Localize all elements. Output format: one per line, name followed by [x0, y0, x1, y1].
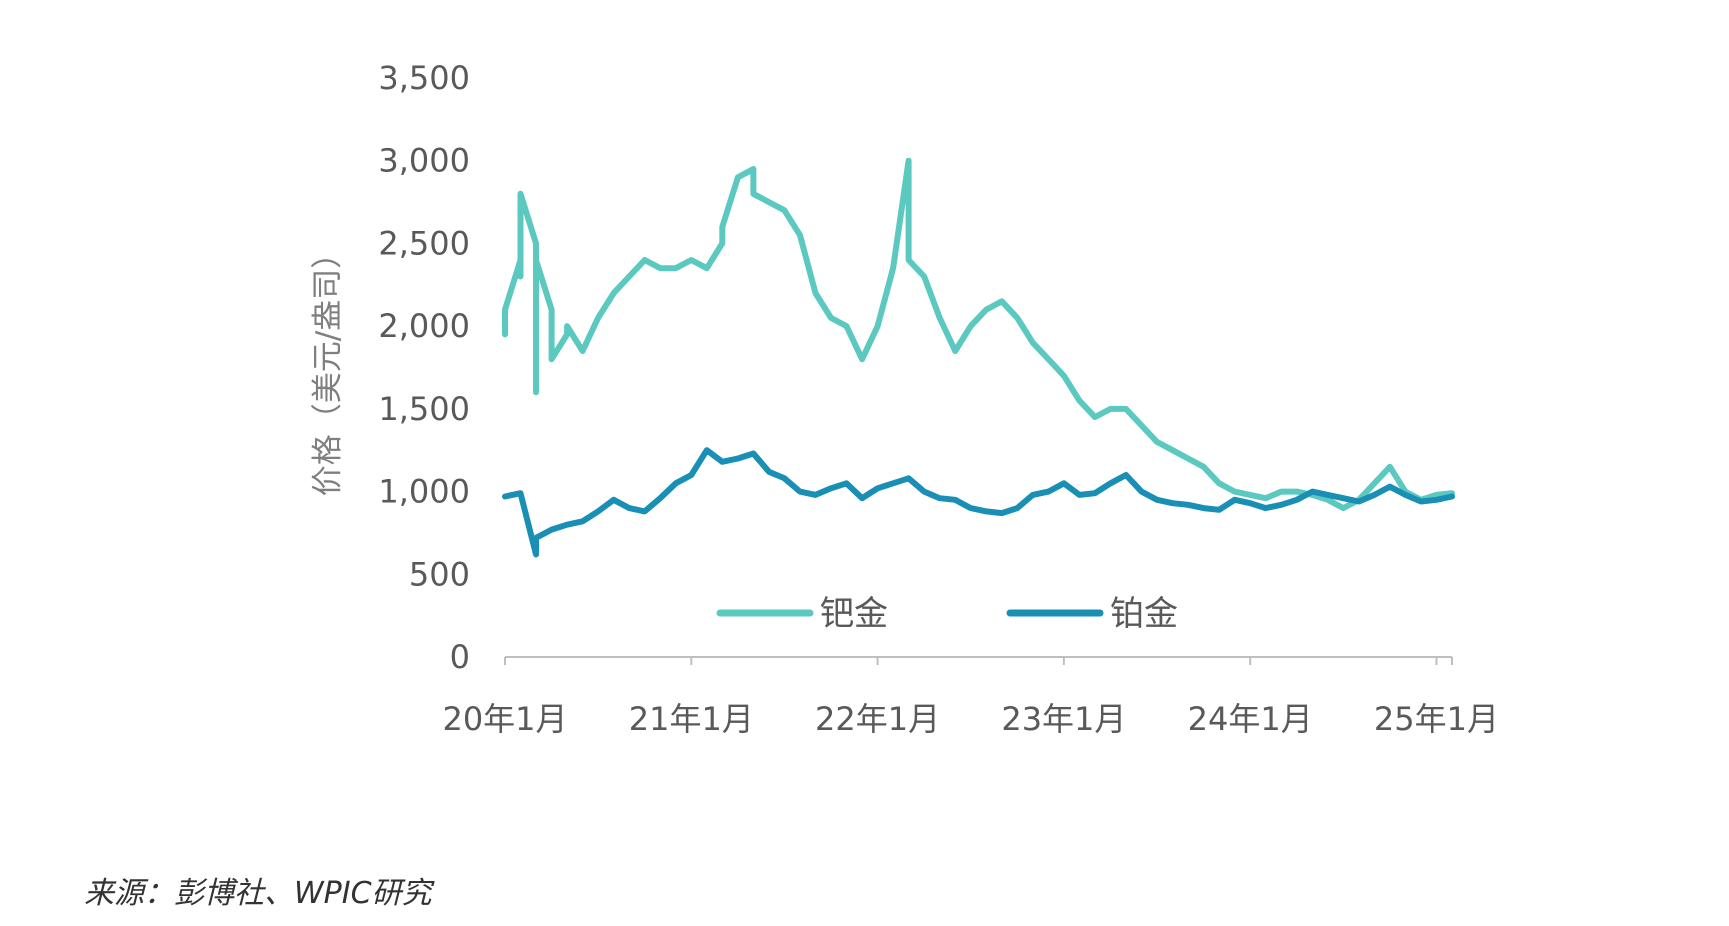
y-tick-label: 1,500: [378, 390, 470, 428]
y-tick-label: 3,000: [378, 142, 470, 180]
x-tick-label: 22年1月: [815, 700, 940, 738]
y-axis-title: 价格（美元/盎司）: [310, 238, 346, 496]
x-axis-ticks: 20年1月 21年1月 22年1月 23年1月 24年1月 25年1月: [442, 657, 1499, 738]
y-tick-label: 1,000: [378, 473, 470, 511]
x-tick-label: 20年1月: [442, 700, 567, 738]
legend-label: 铂金: [1110, 594, 1178, 634]
legend-label: 钯金: [820, 594, 888, 634]
y-tick-label: 2,500: [378, 224, 470, 262]
x-tick-label: 25年1月: [1374, 700, 1499, 738]
x-tick-label: 23年1月: [1001, 700, 1126, 738]
y-tick-label: 3,500: [378, 59, 470, 97]
platinum-series-line: [502, 447, 1455, 558]
y-tick-label: 2,000: [378, 307, 470, 345]
y-tick-label: 0: [450, 638, 470, 676]
x-tick-label: 24年1月: [1188, 700, 1313, 738]
y-axis-ticks: 0 500 1,000 1,500 2,000 2,500 3,000 3,500: [378, 59, 470, 676]
source-note: 来源：彭博社、WPIC研究: [84, 876, 432, 911]
y-tick-label: 500: [409, 555, 470, 593]
legend: 钯金 铂金: [716, 594, 1178, 634]
series-layer: [502, 157, 1455, 558]
palladium-series-line: [502, 157, 1455, 512]
x-tick-label: 21年1月: [629, 700, 754, 738]
